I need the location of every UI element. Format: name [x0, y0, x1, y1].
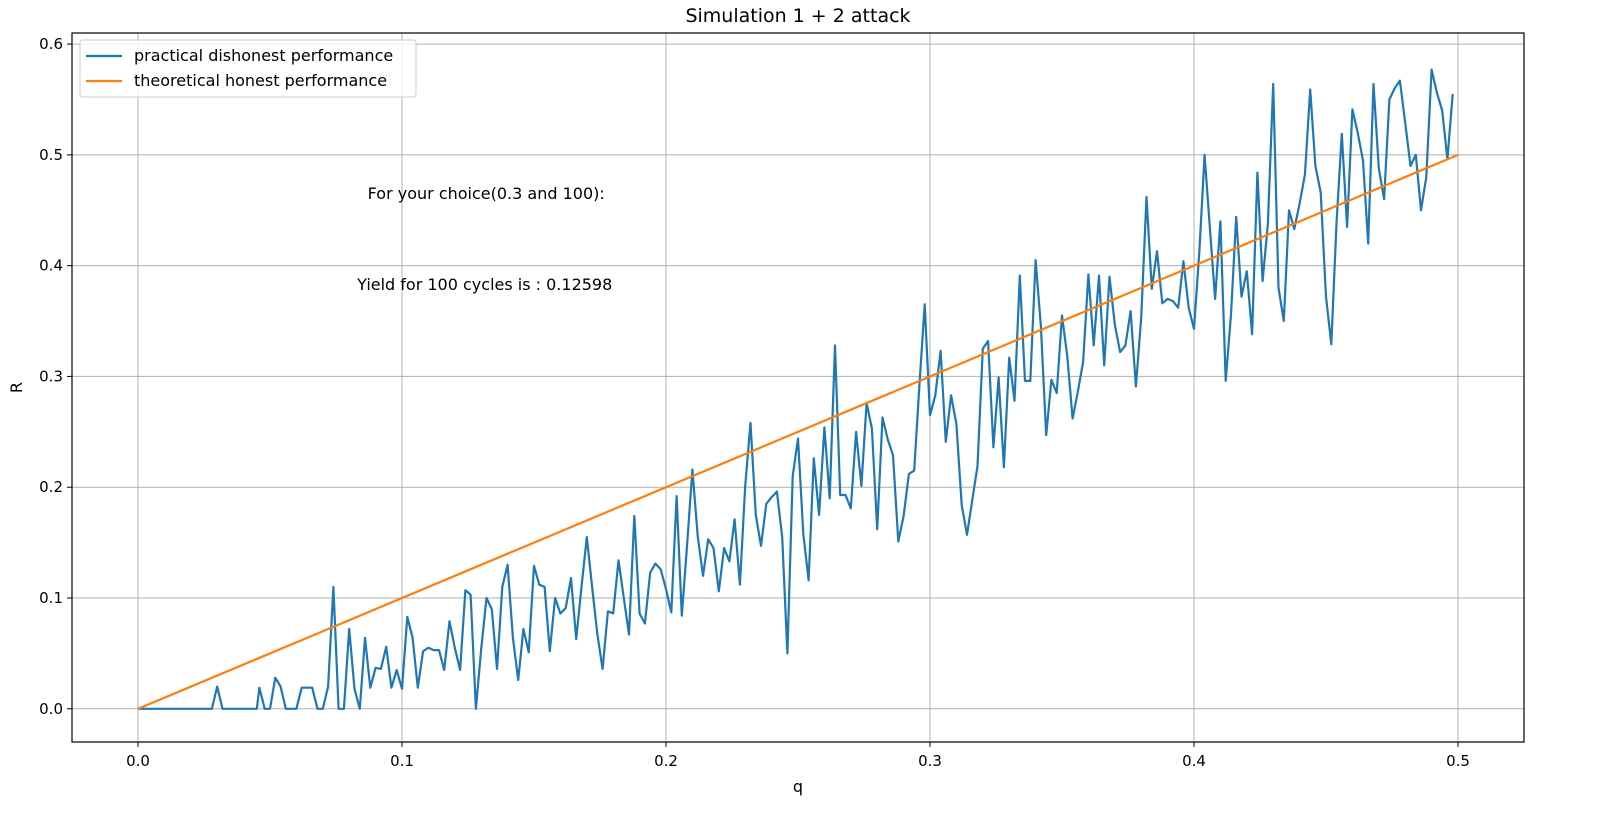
y-axis-label: R — [7, 382, 26, 393]
axis-ticks: 0.0 0.1 0.2 0.3 0.4 0.5 0.0 0.1 0.2 0.3 0.4 0.5 0.6 — [39, 35, 1470, 770]
y-tick-label: 0.6 — [39, 35, 63, 53]
annotation-text-2: Yield for 100 cycles is : 0.12598 — [356, 275, 612, 294]
x-tick-label: 0.2 — [654, 752, 678, 770]
x-tick-label: 0.1 — [390, 752, 414, 770]
legend: practical dishonest performance theoretic… — [79, 39, 417, 98]
x-axis-label: q — [793, 777, 803, 796]
legend-label-1: practical dishonest performance — [134, 46, 393, 65]
legend-box — [79, 39, 417, 98]
chart-title: Simulation 1 + 2 attack — [685, 5, 910, 27]
annotation-text-1: For your choice(0.3 and 100): — [368, 184, 605, 203]
x-tick-label: 0.4 — [1182, 752, 1206, 770]
y-tick-label: 0.2 — [39, 478, 63, 496]
x-tick-label: 0.3 — [918, 752, 942, 770]
plot-series — [137, 68, 1459, 710]
series-line-1 — [138, 68, 1454, 710]
y-tick-label: 0.0 — [39, 700, 63, 718]
x-tick-label: 0.5 — [1446, 752, 1470, 770]
legend-items: practical dishonest performance theoretic… — [86, 46, 393, 90]
y-tick-label: 0.1 — [39, 589, 63, 607]
y-tick-label: 0.4 — [39, 257, 63, 275]
axes-frame — [71, 32, 1525, 743]
annotations: For your choice(0.3 and 100): Yield for 1… — [356, 184, 612, 294]
series-line-2 — [137, 153, 1459, 710]
y-tick-label: 0.5 — [39, 146, 63, 164]
x-tick-label: 0.0 — [126, 752, 150, 770]
grid-lines — [72, 33, 1524, 742]
y-tick-label: 0.3 — [39, 367, 63, 385]
legend-label-2: theoretical honest performance — [134, 71, 387, 90]
